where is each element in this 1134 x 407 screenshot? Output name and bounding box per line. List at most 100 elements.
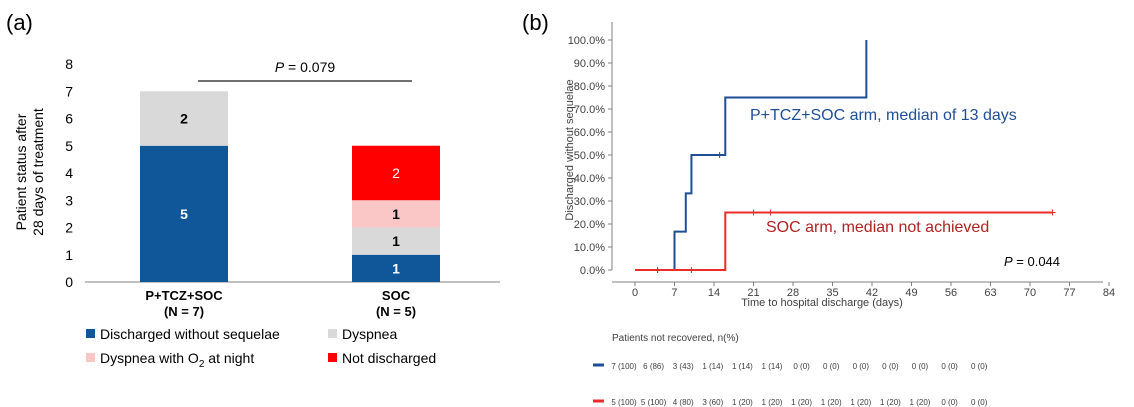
legend-label: Dyspnea with O2 at night — [100, 350, 254, 370]
legend-swatch — [328, 329, 337, 338]
risk-cell: 4 (80) — [673, 398, 694, 407]
panel-b-x-tick-label: 42 — [866, 287, 878, 299]
category-count: (N = 7) — [164, 304, 204, 319]
risk-cell: 0 (0) — [941, 362, 958, 371]
panel-b-ylabel: Discharged without sequelae — [564, 79, 576, 220]
risk-cell: 0 (0) — [912, 362, 929, 371]
risk-cell: 1 (20) — [910, 398, 931, 407]
risk-cell: 7 (100) — [611, 362, 637, 371]
risk-cell: 0 (0) — [823, 362, 840, 371]
risk-cell: 1 (14) — [762, 362, 783, 371]
panel-b-y-tick-label: 70.0% — [574, 104, 605, 116]
legend-label: Not discharged — [342, 350, 436, 366]
panel-b-x-tick-label: 14 — [708, 287, 720, 299]
category-name: P+TCZ+SOC — [145, 288, 223, 303]
risk-row-soc: 5 (100) 5 (100) 4 (80) 3 (60) 1 (20) 1 (20) 1 … — [593, 398, 988, 407]
risk-cell: 1 (20) — [762, 398, 783, 407]
panel-a-ylabel-line1: Patient status after — [13, 113, 29, 230]
panel-b: (b) Discharged without sequelae 0.0% 10.0… — [522, 10, 1115, 407]
category-count: (N = 5) — [376, 304, 416, 319]
ptcz-curve — [635, 40, 868, 271]
panel-b-x-tick-label: 63 — [984, 287, 996, 299]
panel-a-y-tick-label: 8 — [65, 56, 73, 72]
panel-b-xlabel: Time to hospital discharge (days) — [741, 297, 903, 309]
panel-b-y-tick-label: 40.0% — [574, 173, 605, 185]
soc-curve-label: SOC arm, median not achieved — [766, 219, 989, 236]
risk-cell: 1 (20) — [732, 398, 753, 407]
panel-b-y-tick-label: 90.0% — [574, 58, 605, 70]
risk-cell: 3 (60) — [702, 398, 723, 407]
risk-cell: 1 (20) — [850, 398, 871, 407]
panel-a-y-tick-label: 5 — [65, 138, 73, 154]
legend-label: Dyspnea — [342, 326, 397, 342]
bar-value-label: 1 — [392, 233, 400, 249]
bar-value-label: 2 — [180, 111, 188, 127]
panel-b-p-value: P = 0.044 — [1004, 254, 1060, 269]
panel-b-y-tick-label: 100.0% — [568, 35, 606, 47]
panel-b-x-ticks: 0 7 14 21 28 35 42 49 56 63 70 77 84 — [632, 282, 1115, 299]
bar-value-label: 5 — [180, 206, 188, 222]
legend-label: Discharged without sequelae — [100, 326, 280, 342]
panel-a-ylabel-line2: 28 days of treatment — [30, 108, 46, 236]
risk-cell: 1 (20) — [791, 398, 812, 407]
risk-cell: 3 (43) — [673, 362, 694, 371]
risk-cell: 1 (20) — [821, 398, 842, 407]
panel-a-y-tick-label: 3 — [65, 192, 73, 208]
panel-a-y-tick-label: 4 — [65, 165, 73, 181]
risk-cell: 0 (0) — [853, 362, 870, 371]
panel-b-y-tick-label: 80.0% — [574, 81, 605, 93]
risk-cell: 5 (100) — [641, 398, 667, 407]
panel-b-x-tick-label: 35 — [826, 287, 838, 299]
panel-b-x-tick-label: 49 — [905, 287, 917, 299]
bar-value-label: 2 — [392, 165, 400, 181]
panel-a-p-value: P = 0.079 — [275, 59, 336, 75]
bar-segment — [140, 91, 228, 146]
panel-b-x-tick-label: 28 — [787, 287, 799, 299]
panel-b-x-tick-label: 77 — [1063, 287, 1075, 299]
risk-cell: 0 (0) — [793, 362, 810, 371]
panel-a: (a) Patient status after 28 days of trea… — [6, 10, 500, 370]
risk-cell: 0 (0) — [971, 398, 988, 407]
panel-b-x-tick-label: 0 — [632, 287, 638, 299]
bar-segment — [352, 145, 440, 201]
legend-swatch — [86, 353, 95, 362]
risk-table: 7 (100) 6 (86) 3 (43) 1 (14) 1 (14) 1 (14) 0 (… — [593, 362, 988, 407]
risk-cell: 1 (14) — [732, 362, 753, 371]
panel-b-y-tick-label: 50.0% — [574, 150, 605, 162]
panel-b-x-tick-label: 70 — [1024, 287, 1036, 299]
panel-a-categories: P+TCZ+SOC(N = 7) SOC(N = 5) — [145, 288, 416, 319]
panel-a-label: (a) — [6, 10, 33, 35]
risk-cell: 0 (0) — [882, 362, 899, 371]
panel-a-y-tick-label: 2 — [65, 220, 73, 236]
panel-b-curves — [635, 40, 1056, 273]
panel-b-x-tick-label: 56 — [945, 287, 957, 299]
risk-cell: 0 (0) — [941, 398, 958, 407]
bar-segment — [352, 227, 440, 255]
risk-cell: 0 (0) — [971, 362, 988, 371]
panel-b-y-tick-label: 20.0% — [574, 219, 605, 231]
panel-b-y-ticks: 0.0% 10.0% 20.0% 30.0% 40.0% 50.0% 60.0% 70.0% 8… — [568, 35, 612, 277]
panel-a-y-tick-label: 7 — [65, 83, 73, 99]
risk-cell: 1 (20) — [880, 398, 901, 407]
panel-b-y-tick-label: 60.0% — [574, 127, 605, 139]
risk-cell: 1 (14) — [702, 362, 723, 371]
risk-cell: 5 (100) — [611, 398, 637, 407]
panel-a-bars: 5 2 1 1 1 2 — [140, 91, 440, 282]
panel-b-label: (b) — [522, 10, 549, 35]
panel-b-y-tick-label: 0.0% — [580, 265, 605, 277]
panel-b-y-tick-label: 30.0% — [574, 196, 605, 208]
panel-a-y-ticks: 0 1 2 3 4 5 6 7 8 — [65, 56, 73, 290]
panel-b-x-tick-label: 84 — [1103, 287, 1115, 299]
panel-b-y-tick-label: 10.0% — [574, 242, 605, 254]
panel-a-ylabel: Patient status after 28 days of treatmen… — [13, 108, 46, 236]
panel-b-x-tick-label: 7 — [671, 287, 677, 299]
soc-curve — [635, 211, 1053, 271]
ptcz-curve-label: P+TCZ+SOC arm, median of 13 days — [750, 107, 1017, 124]
panel-a-legend: Discharged without sequelae Dyspnea Dyspne… — [86, 326, 436, 370]
bar-segment — [352, 200, 440, 228]
panel-b-x-tick-label: 21 — [747, 287, 759, 299]
panel-a-y-tick-label: 0 — [65, 274, 73, 290]
risk-row-ptcz: 7 (100) 6 (86) 3 (43) 1 (14) 1 (14) 1 (14) 0 (… — [593, 362, 988, 371]
category-name: SOC — [382, 288, 411, 303]
